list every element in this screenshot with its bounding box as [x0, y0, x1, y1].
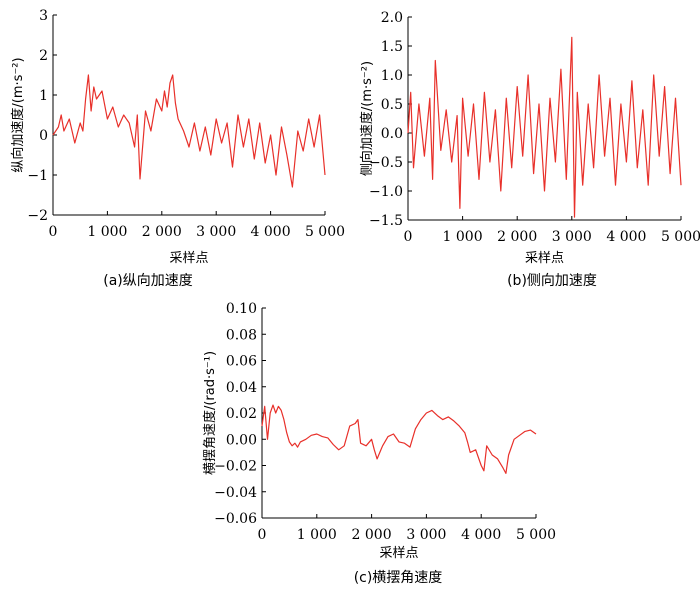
y-tick-label: −0.04 — [214, 485, 257, 501]
y-tick-label: 0.06 — [226, 354, 257, 370]
y-tick-label: 0.00 — [226, 432, 257, 448]
panel-a-longitudinal-acceleration: −2 −1 0 1 2 3 0 1 000 2 000 3 000 4 000 5 000 采样点 纵向加… — [10, 8, 345, 266]
x-tick-label: 1 000 — [297, 527, 337, 543]
panel-c-yaw-rate: −0.06 −0.04 −0.02 0.00 0.02 0.04 0.06 0.08 0.10 0… — [202, 301, 556, 561]
x-tick-label: 4 000 — [606, 229, 646, 245]
y-tick-label: −0.06 — [214, 511, 257, 527]
x-tick-label: 0 — [404, 229, 413, 245]
x-tick-label: 5 000 — [661, 229, 700, 245]
x-tick-label: 2 000 — [352, 527, 392, 543]
y-tick-label: 0.0 — [381, 126, 403, 142]
x-tick-label: 2 000 — [497, 229, 537, 245]
y-tick-label: −1.0 — [369, 184, 403, 200]
x-axis-label: 采样点 — [525, 251, 564, 266]
y-tick-label: −0.02 — [214, 459, 257, 475]
y-tick-label: 0.04 — [226, 380, 257, 396]
series-line — [261, 404, 537, 474]
x-tick-label: 3 000 — [552, 229, 592, 245]
y-tick-label: −1.5 — [369, 213, 403, 229]
y-tick-label: 1.5 — [381, 39, 403, 55]
y-tick-label: 1.0 — [381, 68, 403, 84]
y-tick-label: 3 — [39, 8, 48, 24]
caption-b: (b)侧向加速度 — [507, 273, 597, 289]
y-axis-label: 横摆角速度/(rad·s⁻¹) — [202, 351, 218, 475]
y-axis-label: 侧向加速度/(m·s⁻²) — [359, 61, 375, 176]
x-tick-label: 2 000 — [142, 224, 182, 240]
y-tick-label: 2 — [39, 48, 48, 64]
caption-c: (c)横摆角速度 — [354, 570, 443, 586]
y-tick-label: 0.08 — [226, 327, 257, 343]
x-tick-label: 3 000 — [196, 224, 236, 240]
panel-b-lateral-acceleration: −1.5 −1.0 −0.5 0.0 0.5 1.0 1.5 2.0 0 1 000 2 000 3 … — [359, 10, 700, 266]
x-tick-label: 5 000 — [305, 224, 345, 240]
y-axis-label: 纵向加速度/(m·s⁻²) — [10, 57, 26, 172]
x-tick-label: 0 — [49, 224, 58, 240]
series-line — [52, 74, 326, 188]
x-tick-label: 1 000 — [443, 229, 483, 245]
y-tick-label: −2 — [27, 208, 48, 224]
y-tick-label: −0.5 — [369, 155, 403, 171]
series-line — [407, 36, 682, 218]
x-tick-label: 0 — [258, 527, 267, 543]
y-tick-label: 0 — [39, 128, 48, 144]
y-tick-label: 1 — [39, 88, 48, 104]
y-tick-label: 0.5 — [381, 97, 403, 113]
x-tick-label: 5 000 — [516, 527, 556, 543]
x-tick-label: 4 000 — [461, 527, 501, 543]
x-axis-label: 采样点 — [169, 251, 208, 266]
y-tick-label: 2.0 — [381, 10, 403, 26]
caption-a: (a)纵向加速度 — [103, 273, 193, 289]
y-tick-label: 0.10 — [226, 301, 257, 317]
x-tick-label: 4 000 — [251, 224, 291, 240]
x-axis-label: 采样点 — [379, 546, 418, 561]
y-tick-label: 0.02 — [226, 406, 257, 422]
x-tick-label: 3 000 — [406, 527, 446, 543]
x-tick-label: 1 000 — [87, 224, 127, 240]
y-tick-label: −1 — [27, 168, 48, 184]
